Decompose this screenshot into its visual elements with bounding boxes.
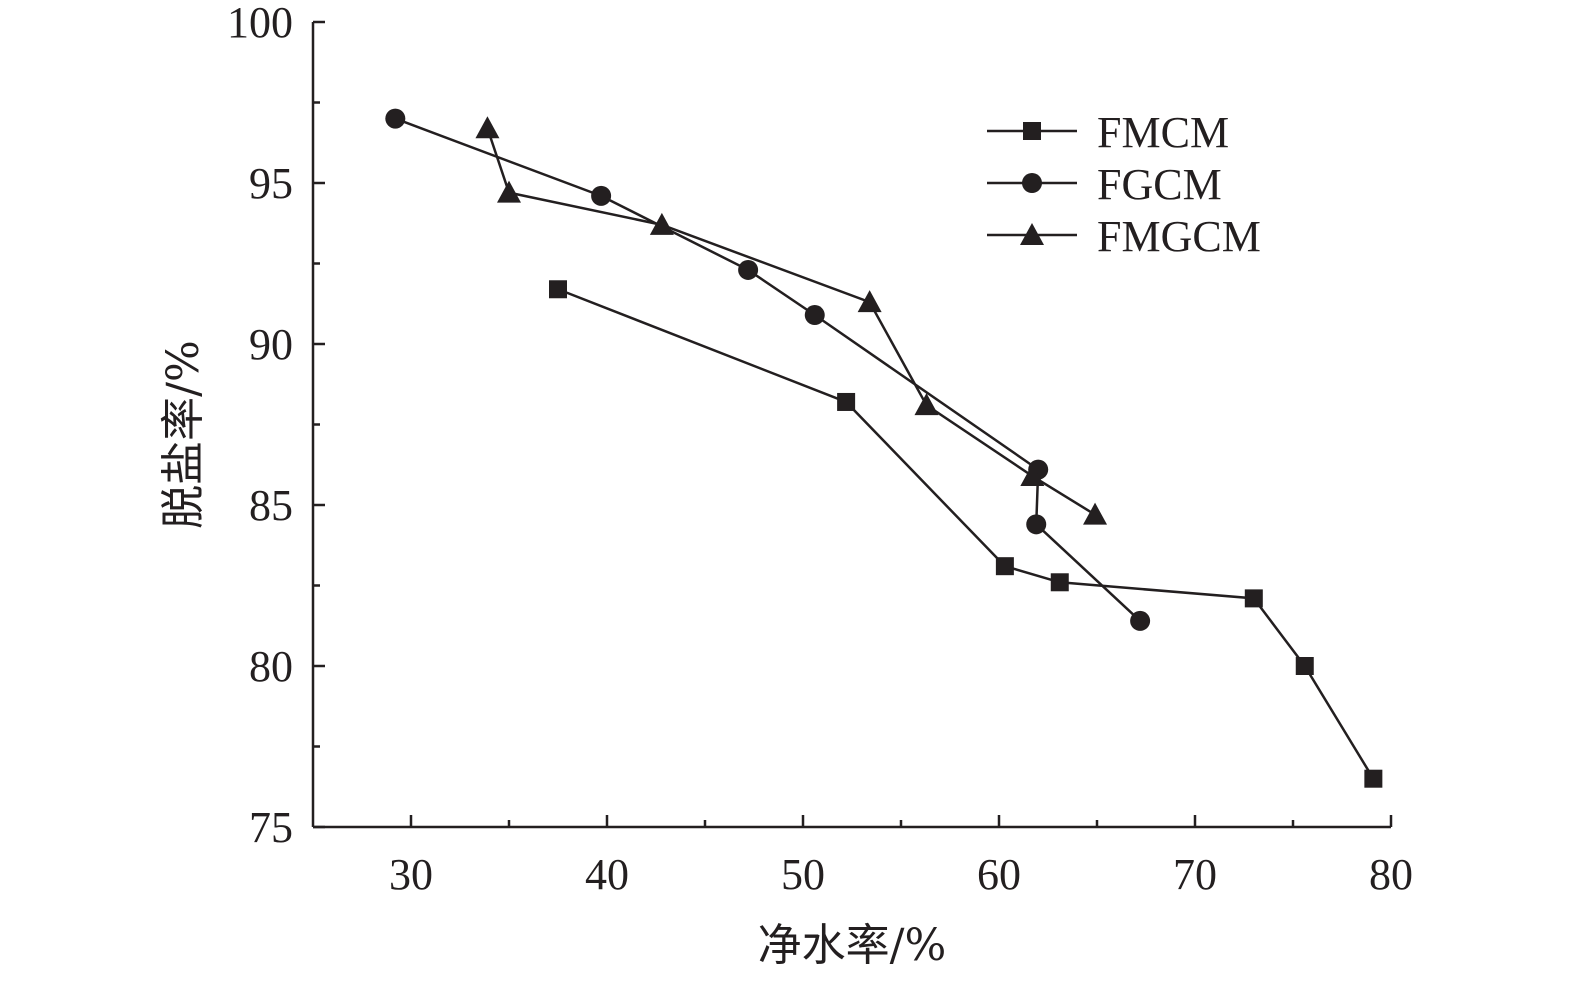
data-point-fmgcm: [1083, 502, 1108, 525]
legend-marker-circle: [1022, 173, 1042, 193]
axes: 30 40 50 60 70 80 75 80 85 90 95 100: [227, 0, 1413, 899]
data-point-fmgcm: [914, 393, 939, 416]
legend-item-fmgcm: FMGCM: [987, 212, 1261, 261]
y-tick-label: 75: [249, 803, 293, 852]
data-point-fmcm: [1364, 769, 1383, 788]
y-tick-label: 95: [249, 159, 293, 208]
y-axis-ticks: 75 80 85 90 95 100: [227, 0, 325, 852]
data-point-fmcm: [1295, 657, 1314, 675]
y-axis-title: 脱盐率/%: [158, 340, 209, 529]
y-tick-label: 80: [249, 642, 293, 691]
legend-marker-square: [1023, 122, 1041, 140]
legend-item-fmcm: FMCM: [987, 108, 1229, 157]
series-fmgcm: [475, 116, 1108, 525]
series-fgcm: [385, 108, 1151, 631]
data-point-fmcm: [1244, 589, 1263, 608]
series-fmcm: [549, 280, 1383, 788]
x-tick-label: 80: [1369, 850, 1413, 899]
x-tick-label: 40: [585, 850, 629, 899]
legend-marker-triangle: [1020, 223, 1044, 245]
data-point-fgcm: [738, 259, 759, 280]
data-point-fmgcm: [649, 212, 674, 235]
data-point-fmgcm: [497, 180, 521, 203]
x-tick-label: 70: [1173, 850, 1217, 899]
x-tick-label: 50: [781, 850, 825, 899]
data-point-fgcm: [385, 108, 406, 129]
legend-label: FMGCM: [1097, 212, 1261, 261]
legend-label: FGCM: [1097, 160, 1222, 209]
data-point-fgcm: [1130, 610, 1151, 631]
data-point-fmcm: [995, 557, 1014, 576]
data-point-fgcm: [1026, 514, 1047, 535]
plot-area: [385, 108, 1383, 788]
x-axis-ticks: 30 40 50 60 70 80: [389, 815, 1413, 899]
data-point-fmgcm: [475, 116, 500, 139]
x-tick-label: 30: [389, 850, 433, 899]
data-point-fgcm: [804, 305, 825, 326]
data-point-fmcm: [1050, 573, 1069, 592]
data-point-fgcm: [591, 185, 612, 206]
series-line-fmcm: [557, 288, 1375, 780]
y-tick-label: 90: [249, 320, 293, 369]
legend-label: FMCM: [1097, 108, 1229, 157]
data-point-fmgcm: [1020, 464, 1045, 487]
y-tick-label: 85: [249, 481, 293, 530]
data-point-fmcm: [837, 392, 856, 411]
legend-item-fgcm: FGCM: [987, 160, 1222, 209]
x-tick-label: 60: [977, 850, 1021, 899]
y-tick-label: 100: [227, 0, 293, 47]
data-point-fmcm: [549, 280, 567, 299]
x-axis-title: 净水率/%: [758, 920, 947, 971]
data-point-fmgcm: [857, 290, 882, 313]
